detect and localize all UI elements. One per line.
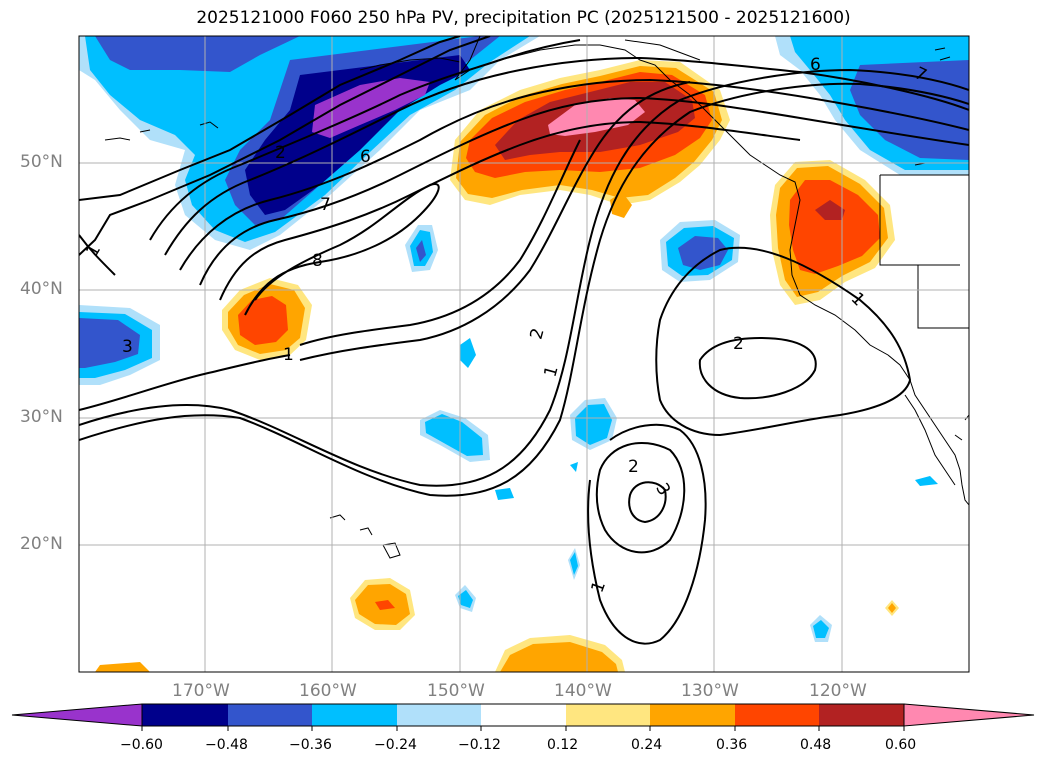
colorbar-tick-label: 0.48 bbox=[800, 737, 832, 753]
contour-label: 1 bbox=[283, 345, 294, 365]
colorbar-tick-label: −0.48 bbox=[205, 737, 248, 753]
lon-label: 140°W bbox=[554, 681, 612, 701]
colorbar-swatch bbox=[228, 704, 312, 726]
lat-label: 50°N bbox=[20, 152, 63, 172]
colorbar-tick-label: −0.24 bbox=[374, 737, 417, 753]
colorbar-tick-label: 0.36 bbox=[716, 737, 748, 753]
map-title: 2025121000 F060 250 hPa PV, precipitatio… bbox=[196, 8, 851, 28]
colorbar-swatch bbox=[650, 704, 735, 726]
lat-label: 20°N bbox=[20, 534, 63, 554]
contour-label: 7 bbox=[320, 195, 331, 215]
colorbar-tick-label: −0.60 bbox=[120, 737, 163, 753]
contour-label: 3 bbox=[122, 337, 133, 357]
negative-precip-fields bbox=[79, 36, 969, 642]
colorbar-swatch bbox=[481, 704, 566, 726]
lat-label: 30°N bbox=[20, 407, 63, 427]
gridlines bbox=[79, 36, 969, 672]
lon-label: 130°W bbox=[681, 681, 739, 701]
contour-label: 2 bbox=[526, 326, 548, 342]
colorbar-extend-low bbox=[11, 703, 143, 727]
colorbar-tick-label: −0.36 bbox=[289, 737, 332, 753]
colorbar-swatch bbox=[142, 704, 228, 726]
map-area: 1 2 3 6 7 8 1 2 1 2 2 3 1 1 6 7 bbox=[79, 36, 969, 672]
colorbar-swatch bbox=[312, 704, 397, 726]
colorbar-extend-high bbox=[903, 703, 1035, 727]
colorbar-swatch bbox=[735, 704, 819, 726]
contour-label: 6 bbox=[360, 147, 371, 167]
pv-contours bbox=[79, 36, 969, 645]
lon-label: 160°W bbox=[299, 681, 357, 701]
contour-label: 6 bbox=[810, 55, 821, 75]
lon-label: 150°W bbox=[427, 681, 485, 701]
contour-label: 2 bbox=[733, 334, 744, 354]
colorbar bbox=[11, 703, 1035, 731]
colorbar-swatch bbox=[566, 704, 650, 726]
colorbar-swatch bbox=[397, 704, 481, 726]
contour-label: 2 bbox=[275, 143, 286, 163]
contour-label: 8 bbox=[312, 251, 323, 271]
lon-label: 120°W bbox=[809, 681, 867, 701]
colorbar-tick-label: −0.12 bbox=[458, 737, 501, 753]
colorbar-tick-label: 0.24 bbox=[631, 737, 663, 753]
colorbar-tick-label: 0.60 bbox=[885, 737, 917, 753]
map-frame bbox=[78, 35, 970, 673]
lat-label: 40°N bbox=[20, 279, 63, 299]
contour-label: 1 bbox=[541, 364, 563, 380]
colorbar-swatch bbox=[819, 704, 904, 726]
contour-label: 2 bbox=[628, 457, 639, 477]
coastlines bbox=[104, 36, 969, 559]
colorbar-tick-label: 0.12 bbox=[547, 737, 579, 753]
lon-label: 170°W bbox=[172, 681, 230, 701]
